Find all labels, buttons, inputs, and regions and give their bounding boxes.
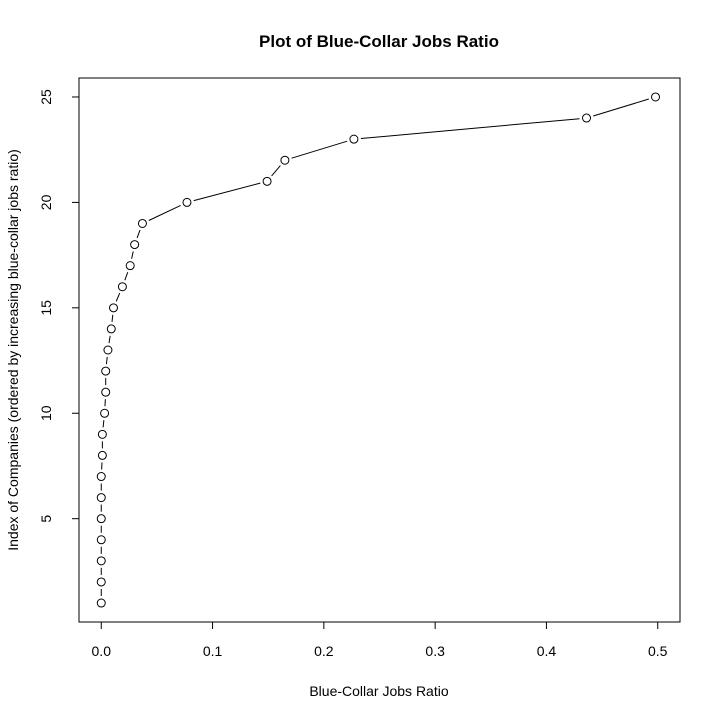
connector-segment	[102, 420, 105, 428]
y-axis-label: Index of Companies (ordered by increasin…	[5, 149, 21, 551]
connector-segment	[136, 229, 141, 239]
connector-lines	[100, 98, 649, 597]
data-point	[96, 556, 106, 566]
data-point	[96, 577, 106, 587]
connector-segment	[108, 335, 111, 344]
x-tick-label: 0.3	[425, 643, 445, 659]
data-point	[117, 282, 127, 292]
data-point	[103, 345, 113, 355]
connector-segment	[593, 98, 649, 117]
y-axis: 5 10 15 20 25	[38, 89, 80, 523]
data-point	[96, 493, 106, 503]
data-point	[349, 134, 359, 144]
plot-frame	[78, 77, 681, 623]
data-point	[137, 218, 147, 228]
connector-segment	[360, 118, 580, 140]
y-tick-label: 15	[38, 300, 54, 316]
data-point	[96, 598, 106, 608]
data-point	[96, 535, 106, 545]
data-point	[97, 450, 107, 460]
data-point	[280, 155, 290, 165]
connector-segment	[124, 272, 129, 281]
data-point	[182, 197, 192, 207]
connector-segment	[131, 251, 134, 259]
x-tick-label: 0.0	[92, 643, 112, 659]
data-point	[651, 92, 661, 102]
data-point	[100, 408, 110, 418]
x-tick-label: 0.5	[648, 643, 668, 659]
connector-segment	[115, 292, 121, 302]
x-tick-label: 0.2	[314, 643, 334, 659]
y-tick-label: 20	[38, 194, 54, 210]
connector-segment	[105, 356, 108, 365]
data-point	[96, 514, 106, 524]
x-axis-label: Blue-Collar Jobs Ratio	[309, 683, 448, 699]
x-tick-label: 0.1	[203, 643, 223, 659]
connector-segment	[271, 165, 281, 177]
x-tick-label: 0.4	[537, 643, 557, 659]
y-tick-label: 25	[38, 89, 54, 105]
data-point	[109, 303, 119, 313]
data-point	[101, 366, 111, 376]
data-point	[125, 261, 135, 271]
data-points	[96, 92, 661, 608]
connector-segment	[111, 314, 114, 323]
chart-title: Plot of Blue-Collar Jobs Ratio	[259, 32, 499, 51]
data-point	[101, 387, 111, 397]
y-tick-label: 5	[38, 515, 54, 523]
data-point	[97, 429, 107, 439]
data-point	[106, 324, 116, 334]
connector-segment	[291, 140, 348, 159]
connector-segment	[193, 182, 261, 202]
connector-segment	[148, 204, 181, 221]
data-point	[96, 472, 106, 482]
data-point	[262, 176, 272, 186]
x-axis: 0.0 0.1 0.2 0.3 0.4 0.5	[92, 621, 668, 659]
data-point	[582, 113, 592, 123]
y-tick-label: 10	[38, 405, 54, 421]
data-point	[130, 240, 140, 250]
